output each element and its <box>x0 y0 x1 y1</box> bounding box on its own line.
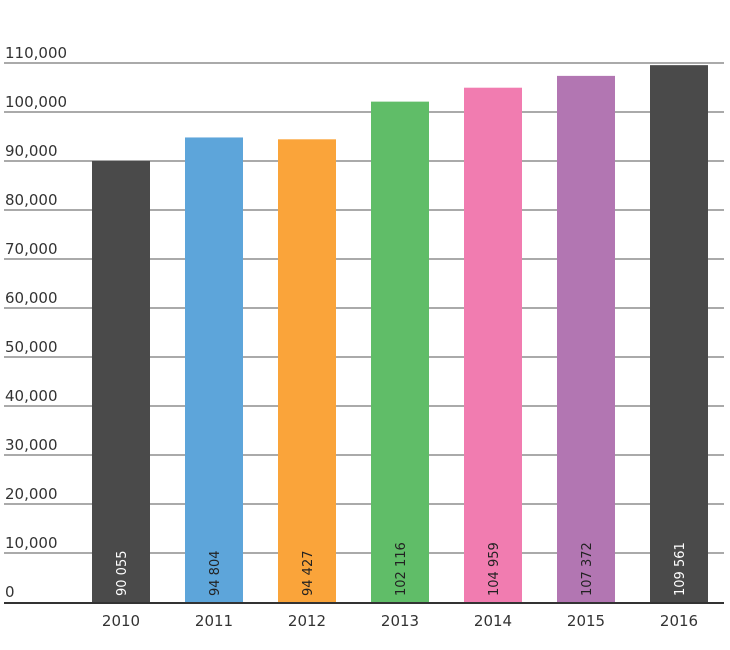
y-axis-tick-labels: 0 10,000 20,000 30,000 40,000 50,000 60,000 70,… <box>5 44 67 601</box>
y-tick-label: 40,000 <box>5 387 58 405</box>
bar <box>650 65 708 602</box>
bar <box>278 139 336 603</box>
data-label: 94 804 <box>208 551 223 597</box>
y-tick-label: 90,000 <box>5 142 58 160</box>
y-tick-label: 30,000 <box>5 436 58 454</box>
y-tick-label: 100,000 <box>5 93 67 111</box>
y-tick-label: 0 <box>5 583 15 601</box>
bar-data-labels: 90 055 94 804 94 427 102 116 104 959 107 372 1… <box>115 542 688 596</box>
data-label: 102 116 <box>394 542 409 596</box>
y-tick-label: 10,000 <box>5 534 58 552</box>
bar <box>185 137 243 603</box>
x-axis-tick-labels: 2010 2011 2012 2013 2014 2015 2016 <box>102 612 698 630</box>
y-tick-label: 80,000 <box>5 191 58 209</box>
data-label: 109 561 <box>673 542 688 596</box>
bar <box>557 75 615 602</box>
data-label: 94 427 <box>301 551 316 597</box>
y-tick-label: 50,000 <box>5 338 58 356</box>
x-tick-label: 2011 <box>195 612 233 630</box>
data-label: 104 959 <box>487 542 502 596</box>
x-tick-label: 2012 <box>288 612 326 630</box>
y-tick-label: 70,000 <box>5 240 58 258</box>
x-tick-label: 2013 <box>381 612 419 630</box>
x-tick-label: 2015 <box>567 612 605 630</box>
bars <box>92 65 708 603</box>
x-tick-label: 2014 <box>474 612 512 630</box>
x-tick-label: 2016 <box>660 612 698 630</box>
data-label: 107 372 <box>580 542 595 596</box>
bar <box>92 160 150 602</box>
bar <box>371 101 429 603</box>
x-tick-label: 2010 <box>102 612 140 630</box>
y-tick-label: 20,000 <box>5 485 58 503</box>
data-label: 90 055 <box>115 551 130 597</box>
bar <box>464 87 522 602</box>
y-tick-label: 110,000 <box>5 44 67 62</box>
y-tick-label: 60,000 <box>5 289 58 307</box>
